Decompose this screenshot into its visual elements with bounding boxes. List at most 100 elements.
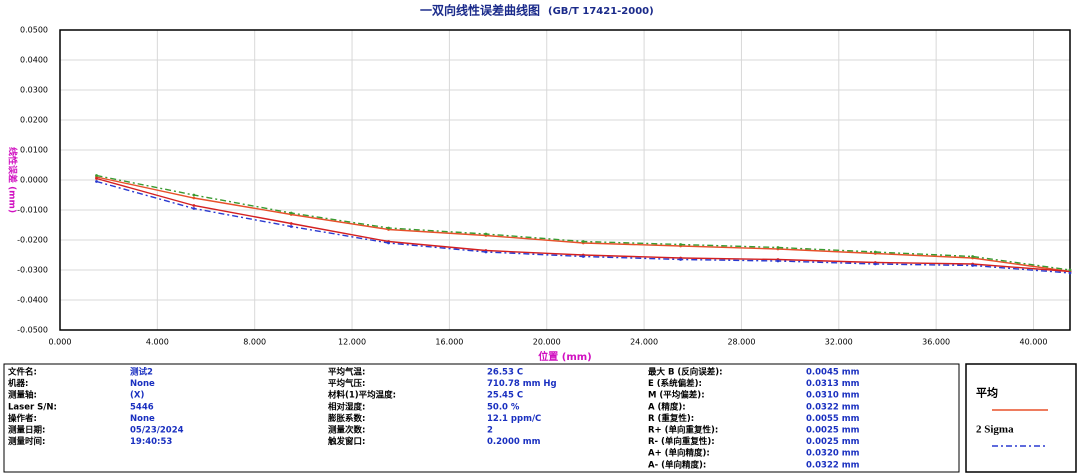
data-point	[971, 255, 975, 258]
data-point	[484, 250, 488, 254]
info-label: 触发窗口:	[327, 436, 365, 447]
info-label: 操作者:	[8, 413, 37, 424]
x-tick-label: 4.000	[146, 338, 169, 347]
data-point	[679, 243, 683, 246]
info-label: A+ (单向精度):	[648, 448, 710, 459]
info-label: 测量轴:	[8, 390, 37, 401]
data-point	[1068, 271, 1072, 275]
data-point	[387, 241, 390, 245]
info-label: 测量次数:	[328, 425, 365, 436]
x-tick-label: 20.000	[533, 338, 561, 347]
x-tick-label: 40.000	[1019, 338, 1047, 347]
info-value: 0.0045 mm	[806, 368, 860, 378]
info-value: 710.78 mm Hg	[487, 379, 557, 389]
y-tick-label: 0.0300	[20, 86, 48, 95]
data-point	[679, 258, 683, 261]
info-value: 2	[487, 426, 493, 436]
x-tick-label: 0.000	[49, 338, 72, 347]
y-tick-label: -0.0300	[17, 266, 48, 275]
info-value: 19:40:53	[130, 437, 172, 447]
y-tick-label: -0.0400	[17, 296, 48, 305]
info-value: 12.1 ppm/C	[487, 414, 541, 424]
info-label: A (精度):	[648, 401, 686, 412]
info-label: 测量日期:	[8, 425, 45, 436]
y-tick-label: 0.0000	[20, 176, 48, 185]
x-tick-label: 12.000	[338, 338, 366, 347]
data-point	[95, 174, 98, 177]
info-value: 0.0025 mm	[806, 437, 860, 447]
info-value: 0.0322 mm	[806, 460, 860, 470]
data-point	[289, 211, 293, 215]
data-point	[95, 180, 98, 183]
chart-subtitle: (GB/T 17421-2000)	[548, 6, 654, 17]
data-point	[192, 193, 196, 197]
y-tick-label: 0.0400	[20, 56, 48, 65]
data-point	[192, 196, 196, 200]
info-panel	[3, 363, 960, 473]
y-axis-title: 线性误差 (mm)	[7, 147, 19, 213]
data-point	[484, 232, 488, 236]
data-point	[971, 264, 975, 267]
x-tick-label: 32.000	[825, 338, 853, 347]
info-value: 0.0320 mm	[806, 449, 860, 459]
y-tick-label: 0.0100	[20, 146, 48, 155]
info-label: 机器:	[8, 378, 28, 389]
data-point	[581, 240, 585, 243]
info-label: 膨胀系数:	[327, 413, 365, 424]
legend-label: 2 Sigma	[976, 424, 1014, 436]
info-label: 平均气压:	[328, 378, 365, 389]
data-point	[95, 177, 98, 180]
legend-box	[965, 363, 1077, 473]
info-value: 25.45 C	[487, 391, 523, 401]
x-tick-label: 24.000	[630, 338, 658, 347]
y-tick-label: -0.0500	[17, 326, 48, 335]
info-value: 0.0313 mm	[806, 379, 860, 389]
info-value: 0.2000 mm	[487, 437, 541, 447]
data-point	[581, 255, 585, 258]
data-point	[192, 207, 196, 210]
info-label: 材料(1)平均温度:	[327, 390, 396, 401]
info-value: 0.0055 mm	[806, 414, 860, 424]
info-value: 0.0322 mm	[806, 402, 860, 412]
data-point	[289, 222, 293, 225]
data-point	[289, 225, 293, 228]
info-label: 文件名:	[8, 367, 37, 378]
info-label: E (系统偏差):	[648, 378, 702, 389]
info-value: 0.0025 mm	[806, 426, 860, 436]
data-point	[776, 246, 780, 249]
info-label: 测量时间:	[8, 436, 45, 447]
plot-frame	[59, 29, 1071, 331]
info-value: 5446	[130, 402, 154, 412]
info-label: M (平均偏差):	[648, 390, 705, 401]
info-label: R- (单向重复性):	[648, 436, 715, 447]
info-label: 相对湿度:	[328, 401, 365, 412]
x-tick-label: 28.000	[727, 338, 755, 347]
x-tick-label: 8.000	[243, 338, 266, 347]
info-value: 26.53 C	[487, 368, 523, 378]
x-tick-label: 36.000	[922, 338, 950, 347]
info-label: A- (单向精度):	[648, 459, 706, 470]
info-label: 最大 B (反向误差):	[648, 367, 723, 378]
data-point	[873, 250, 877, 254]
x-axis-title: 位置 (mm)	[538, 350, 591, 363]
data-point	[776, 259, 780, 263]
legend-label: 平均	[976, 386, 998, 400]
info-label: 平均气温:	[328, 367, 365, 378]
y-tick-label: 0.0200	[20, 116, 48, 125]
y-tick-label: -0.0100	[17, 206, 48, 215]
info-label: Laser S/N:	[8, 402, 57, 412]
y-tick-label: 0.0500	[20, 26, 48, 35]
data-point	[192, 204, 196, 207]
data-point	[873, 262, 877, 266]
y-tick-label: -0.0200	[17, 236, 48, 245]
data-point	[1068, 268, 1072, 272]
info-value: 测试2	[130, 367, 153, 378]
info-value: 50.0 %	[487, 402, 520, 412]
x-tick-label: 16.000	[435, 338, 463, 347]
info-value: (X)	[130, 391, 144, 401]
info-value: None	[130, 379, 155, 389]
info-label: R (重复性):	[648, 413, 694, 424]
info-value: 05/23/2024	[130, 426, 184, 436]
